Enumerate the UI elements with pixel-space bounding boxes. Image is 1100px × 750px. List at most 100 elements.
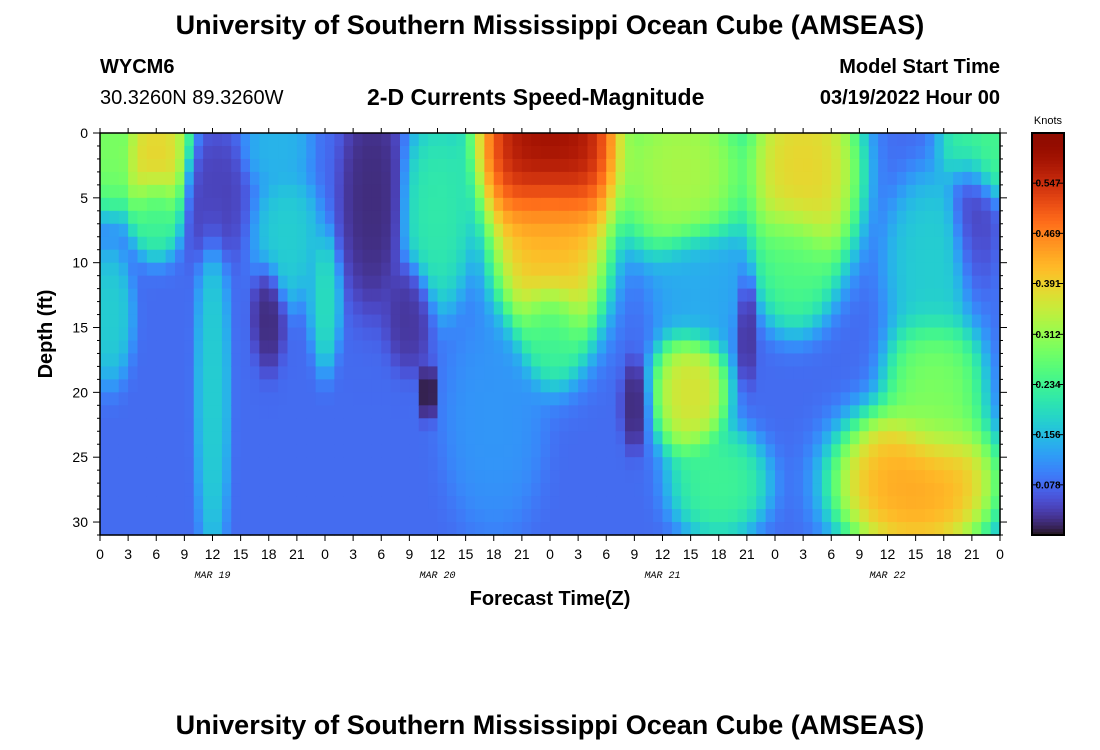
- heatmap-cell: [625, 210, 635, 225]
- heatmap-cell: [268, 379, 279, 393]
- heatmap-cell: [746, 483, 757, 497]
- heatmap-cell: [446, 457, 457, 471]
- heatmap-cell: [643, 431, 654, 445]
- heatmap-cell: [287, 197, 298, 212]
- heatmap-cell: [540, 340, 551, 355]
- heatmap-cell: [550, 262, 560, 277]
- heatmap-cell: [390, 236, 401, 251]
- heatmap-cell: [493, 327, 504, 342]
- heatmap-cell: [137, 405, 148, 419]
- heatmap-cell: [709, 431, 720, 445]
- heatmap-cell: [953, 340, 964, 355]
- heatmap-cell: [793, 379, 804, 393]
- heatmap-cell: [765, 133, 776, 147]
- heatmap-cell: [465, 483, 476, 497]
- heatmap-cell: [296, 314, 307, 329]
- heatmap-cell: [784, 158, 795, 173]
- heatmap-cell: [578, 327, 589, 342]
- colorbar-segment: [1032, 390, 1064, 395]
- heatmap-cell: [728, 444, 739, 458]
- heatmap-cell: [334, 197, 345, 212]
- heatmap-cell: [409, 262, 420, 277]
- heatmap-cell: [221, 158, 232, 173]
- heatmap-cell: [681, 210, 692, 225]
- heatmap-cell: [625, 366, 635, 380]
- heatmap-cell: [268, 470, 279, 484]
- heatmap-cell: [250, 133, 260, 147]
- heatmap-cell: [475, 340, 485, 355]
- heatmap-cell: [756, 457, 767, 471]
- heatmap-cell: [212, 314, 223, 329]
- heatmap-cell: [456, 379, 467, 393]
- heatmap-cell: [371, 171, 382, 186]
- heatmap-cell: [953, 288, 964, 303]
- heatmap-cell: [306, 288, 317, 303]
- heatmap-cell: [971, 236, 982, 251]
- heatmap-cell: [578, 184, 589, 199]
- colorbar-tick-label: 0.469: [1035, 229, 1060, 240]
- heatmap-cell: [896, 340, 907, 355]
- heatmap-cell: [850, 236, 860, 251]
- heatmap-cell: [812, 418, 823, 432]
- heatmap-cell: [325, 327, 335, 342]
- colorbar-segment: [1032, 196, 1064, 201]
- heatmap-cell: [296, 327, 307, 342]
- heatmap-cell: [896, 236, 907, 251]
- heatmap-cell: [690, 184, 701, 199]
- heatmap-cell: [915, 314, 926, 329]
- heatmap-cell: [934, 301, 945, 316]
- heatmap-cell: [568, 327, 579, 342]
- heatmap-cell: [306, 223, 317, 238]
- heatmap-cell: [531, 483, 542, 497]
- heatmap-cell: [878, 288, 889, 303]
- heatmap-cell: [671, 327, 682, 342]
- heatmap-cell: [212, 184, 223, 199]
- heatmap-cell: [465, 288, 476, 303]
- heatmap-cell: [971, 327, 982, 342]
- heatmap-cell: [221, 171, 232, 186]
- heatmap-cell: [653, 340, 664, 355]
- heatmap-cell: [146, 392, 157, 406]
- heatmap-cell: [212, 262, 223, 277]
- heatmap-cell: [475, 353, 485, 368]
- heatmap-cell: [981, 236, 992, 251]
- colorbar-segment: [1032, 464, 1064, 469]
- heatmap-cell: [606, 431, 617, 445]
- heatmap-cell: [653, 483, 664, 497]
- heatmap-cell: [484, 496, 495, 510]
- heatmap-cell: [887, 314, 898, 329]
- heatmap-cell: [925, 431, 935, 445]
- colorbar-segment: [1032, 441, 1064, 446]
- heatmap-cell: [971, 145, 982, 160]
- heatmap-cell: [925, 483, 935, 497]
- heatmap-cell: [343, 158, 354, 173]
- heatmap-cell: [278, 301, 289, 316]
- heatmap-cell: [878, 133, 889, 147]
- heatmap-cell: [587, 145, 598, 160]
- heatmap-cell: [493, 275, 504, 290]
- heatmap-cell: [700, 262, 710, 277]
- heatmap-cell: [596, 496, 607, 510]
- heatmap-cell: [550, 158, 560, 173]
- heatmap-cell: [109, 444, 120, 458]
- heatmap-cell: [990, 314, 1001, 329]
- heatmap-cell: [690, 158, 701, 173]
- heatmap-cell: [756, 314, 767, 329]
- heatmap-cell: [559, 262, 570, 277]
- heatmap-cell: [615, 288, 626, 303]
- heatmap-cell: [128, 431, 139, 445]
- heatmap-cell: [503, 431, 514, 445]
- heatmap-cell: [353, 444, 364, 458]
- heatmap-cell: [653, 210, 664, 225]
- heatmap-cell: [484, 522, 495, 536]
- heatmap-cell: [184, 470, 195, 484]
- heatmap-cell: [362, 236, 373, 251]
- heatmap-cell: [728, 184, 739, 199]
- heatmap-cell: [165, 288, 176, 303]
- heatmap-cell: [653, 418, 664, 432]
- heatmap-cell: [184, 418, 195, 432]
- heatmap-cell: [137, 158, 148, 173]
- heatmap-cell: [821, 249, 832, 264]
- heatmap-cell: [662, 133, 673, 147]
- heatmap-cell: [212, 210, 223, 225]
